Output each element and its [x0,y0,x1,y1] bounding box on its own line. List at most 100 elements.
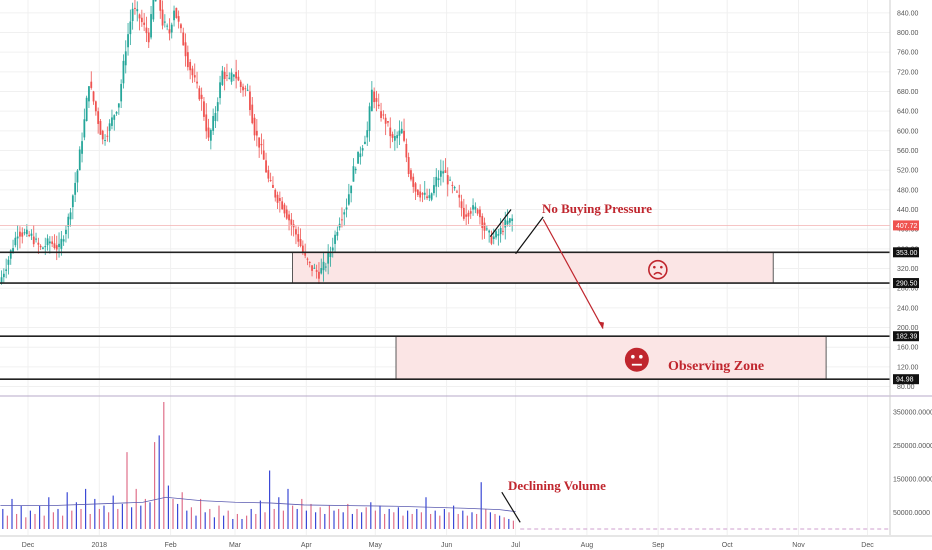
volume-trend-line [501,491,521,523]
x-tick-label: Jun [441,542,452,549]
volume-bar [144,498,146,529]
candle-body [410,170,412,180]
candle-body [292,224,295,228]
price-tick-label: 320.00 [897,266,919,273]
volume-bar [508,518,510,529]
candle-body [449,179,451,181]
price-tick-label: 160.00 [897,345,919,352]
volume-bar [370,502,372,529]
volume-bar [512,520,514,529]
volume-bar [269,470,271,529]
candle-body [311,265,313,271]
volume-bar [471,512,473,529]
price-tick-label: 840.00 [897,10,919,17]
candle-body [21,232,24,237]
candle-body [46,238,49,246]
volume-bar [209,508,211,529]
candle-body [435,176,438,187]
volume-bar [499,515,501,529]
volume-bar [462,510,464,529]
candle-body [223,71,226,80]
candle-body [313,267,316,269]
volume-bar [476,513,478,529]
candle-body [421,193,424,195]
volume-bar [16,513,18,529]
candle-body [117,103,120,108]
volume-bar [200,498,202,529]
candle-body [111,117,113,126]
candle-body [212,116,215,131]
volume-bar [2,508,4,529]
candle-body [189,62,192,71]
candle-body [99,121,102,135]
volume-bar [117,508,119,529]
candle-body [347,194,350,205]
volume-bar [453,505,455,529]
candle-body [230,72,233,82]
candle-body [334,234,336,244]
volume-bar [402,515,404,529]
candle-body [239,81,242,87]
levels [0,251,890,380]
candle-body [200,94,203,99]
volume-bar [75,502,77,529]
x-tick-label: Dec [22,542,35,549]
volume-bar [71,510,73,529]
volume-bar [361,512,363,529]
candle-body [44,246,47,248]
price-tick-label: 280.00 [897,286,919,293]
volume-bar [186,510,188,529]
price-tick-label: 120.00 [897,364,919,371]
candle-body [364,141,366,144]
candle-body [472,205,474,210]
candle-body [460,201,463,209]
neutral-face-icon [624,347,649,372]
volume-bar [39,505,41,529]
candle-body [177,16,180,22]
candle-body [444,170,447,173]
candle-body [242,86,244,91]
candle-body [53,243,56,249]
candle-body [456,191,458,193]
candle-body [485,228,488,230]
candle-body [262,150,265,160]
volume-bar [135,488,137,529]
volume-bar [167,485,169,529]
candle-body [269,180,272,182]
candle-body [267,170,270,179]
volume-bar [305,510,307,529]
candle-body [350,185,353,194]
volume-bar [126,452,128,529]
volume-bar [466,515,468,529]
candle-body [439,170,442,177]
candle-body [226,75,228,77]
candle-body [430,193,433,200]
volume-bar [379,505,381,529]
candle-body [341,219,343,221]
volume-bar [443,508,445,529]
candle-body [327,252,330,264]
volume-bar [213,517,215,529]
volume-bar [503,517,505,529]
candle-body [25,229,28,235]
volume-bar [57,508,59,529]
candle-body [168,29,171,34]
candle-body [306,258,309,260]
candle-body [361,148,364,151]
volume-bar [264,512,266,529]
candle-body [154,0,157,2]
volume-bar [328,505,330,529]
candle-body [295,229,297,235]
price-axis: 840.00 800.00 760.00 720.00 680.00 640.00 600.… [889,0,919,396]
x-tick-label: 2018 [92,542,108,549]
candle-body [265,160,267,173]
candle-body [81,141,83,154]
candle-body [28,234,31,236]
candle-body [400,128,403,134]
candle-body [39,245,42,248]
candle-body [315,270,318,272]
candle-body [203,101,205,117]
price-tick-label: 800.00 [897,30,919,37]
volume-bar [29,510,31,529]
candle-body [387,121,389,123]
